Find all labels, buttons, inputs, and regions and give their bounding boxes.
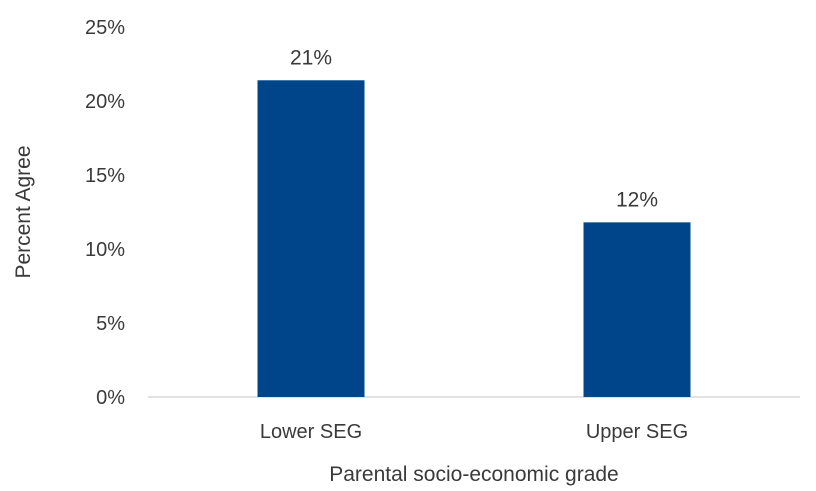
y-axis-title: Percent Agree [12, 145, 35, 278]
y-tick-label: 0% [96, 387, 125, 409]
y-tick-label: 10% [85, 239, 125, 261]
y-tick-label: 25% [85, 17, 125, 39]
data-labels-group: 21% 12% [290, 46, 658, 211]
y-tick-label: 5% [96, 313, 125, 335]
bar [257, 80, 365, 397]
y-axis-ticks: 0% 5% 10% 15% 20% 25% [85, 17, 125, 409]
bar-data-label: 12% [616, 188, 658, 211]
x-axis-ticks: Lower SEG Upper SEG [260, 421, 688, 443]
bar [583, 222, 691, 397]
x-tick-label: Upper SEG [586, 421, 688, 443]
x-axis-title: Parental socio-economic grade [329, 463, 619, 486]
bars-group [257, 80, 691, 397]
y-tick-label: 15% [85, 165, 125, 187]
bar-data-label: 21% [290, 46, 332, 69]
x-tick-label: Lower SEG [260, 421, 362, 443]
y-tick-label: 20% [85, 91, 125, 113]
